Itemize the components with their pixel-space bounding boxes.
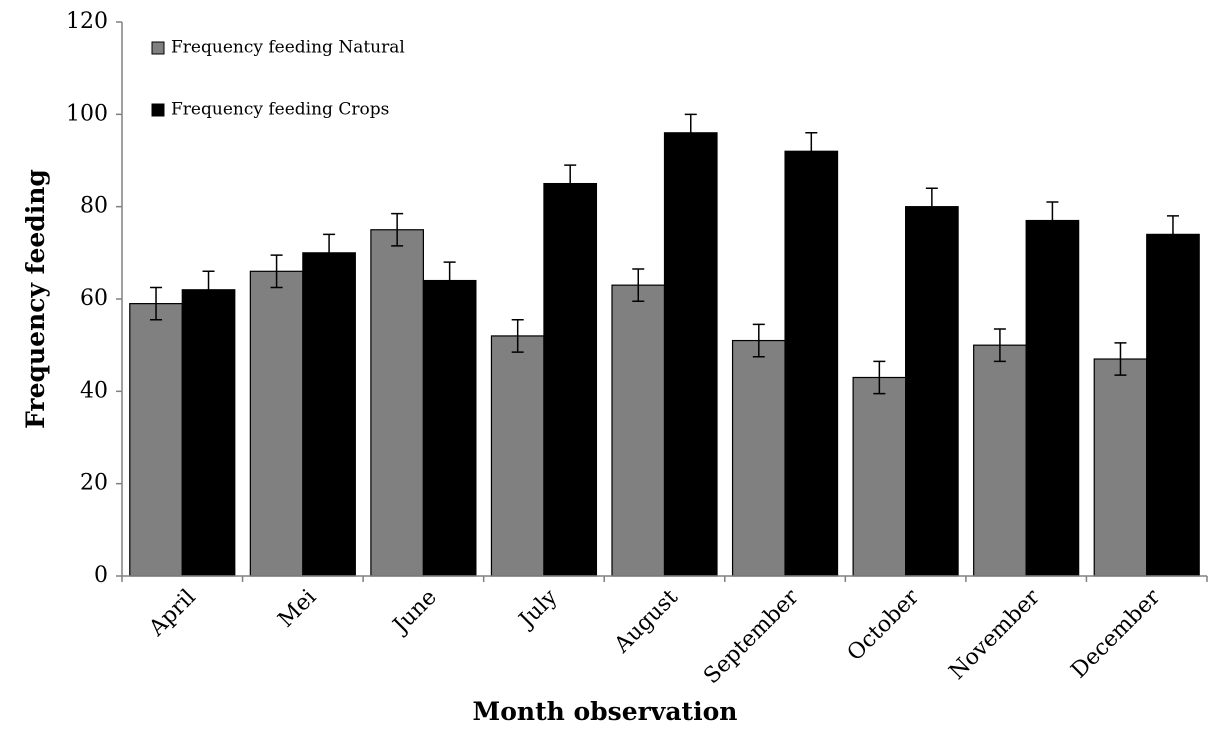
bar [370, 229, 424, 577]
bar [1025, 219, 1080, 577]
x-tick-label: August [609, 585, 683, 659]
x-axis-title: Month observation [473, 697, 738, 726]
error-bar [150, 286, 163, 321]
x-tick-label: November [945, 584, 1045, 684]
y-axis-title: Frequency feeding [21, 169, 50, 429]
bar [129, 303, 183, 577]
error-bar [443, 261, 456, 300]
error-bar [564, 164, 577, 203]
x-tick-label: April [144, 585, 201, 642]
legend-swatch [151, 41, 165, 55]
bar [1093, 358, 1148, 577]
error-bar [925, 187, 938, 226]
legend-label: Frequency feeding Crops [171, 100, 389, 120]
bar [905, 206, 959, 577]
bar [611, 284, 666, 577]
error-bar [873, 360, 886, 395]
error-bar [202, 270, 215, 309]
x-tick-label: December [1067, 584, 1166, 683]
x-tick-label: September [699, 584, 804, 689]
error-bar [752, 323, 765, 358]
bar [1146, 233, 1200, 577]
y-tick-label: 120 [66, 9, 108, 34]
y-tick-label: 80 [80, 194, 108, 219]
x-tick-label: July [513, 584, 563, 634]
error-bar [684, 113, 697, 153]
x-tick-label: Mei [274, 585, 322, 633]
error-bar [632, 268, 645, 303]
bar [422, 279, 477, 577]
legend-swatch [151, 103, 165, 117]
bar [249, 270, 304, 577]
bar [852, 376, 907, 577]
x-tick-label: June [387, 585, 442, 640]
legend-label: Frequency feeding Natural [171, 38, 405, 58]
bar [543, 182, 598, 577]
error-bar [391, 212, 404, 247]
y-tick-label: 20 [80, 471, 108, 496]
error-bar [1166, 215, 1179, 254]
bar [490, 335, 545, 577]
bar [731, 339, 786, 577]
error-bar [1114, 342, 1127, 376]
y-tick-label: 100 [66, 101, 108, 126]
error-bar [270, 254, 283, 289]
bar [663, 132, 718, 577]
y-tick-label: 60 [80, 286, 108, 311]
x-tick-label: October [843, 584, 925, 666]
error-bar [511, 319, 524, 353]
bar [973, 344, 1027, 577]
bar [302, 252, 356, 577]
y-tick-label: 0 [94, 563, 108, 588]
bar [784, 150, 839, 577]
error-bar [805, 132, 818, 171]
bar [181, 289, 236, 577]
error-bar [993, 328, 1006, 363]
error-bar [1046, 201, 1059, 240]
y-tick-label: 40 [80, 378, 108, 403]
error-bar [323, 233, 336, 273]
